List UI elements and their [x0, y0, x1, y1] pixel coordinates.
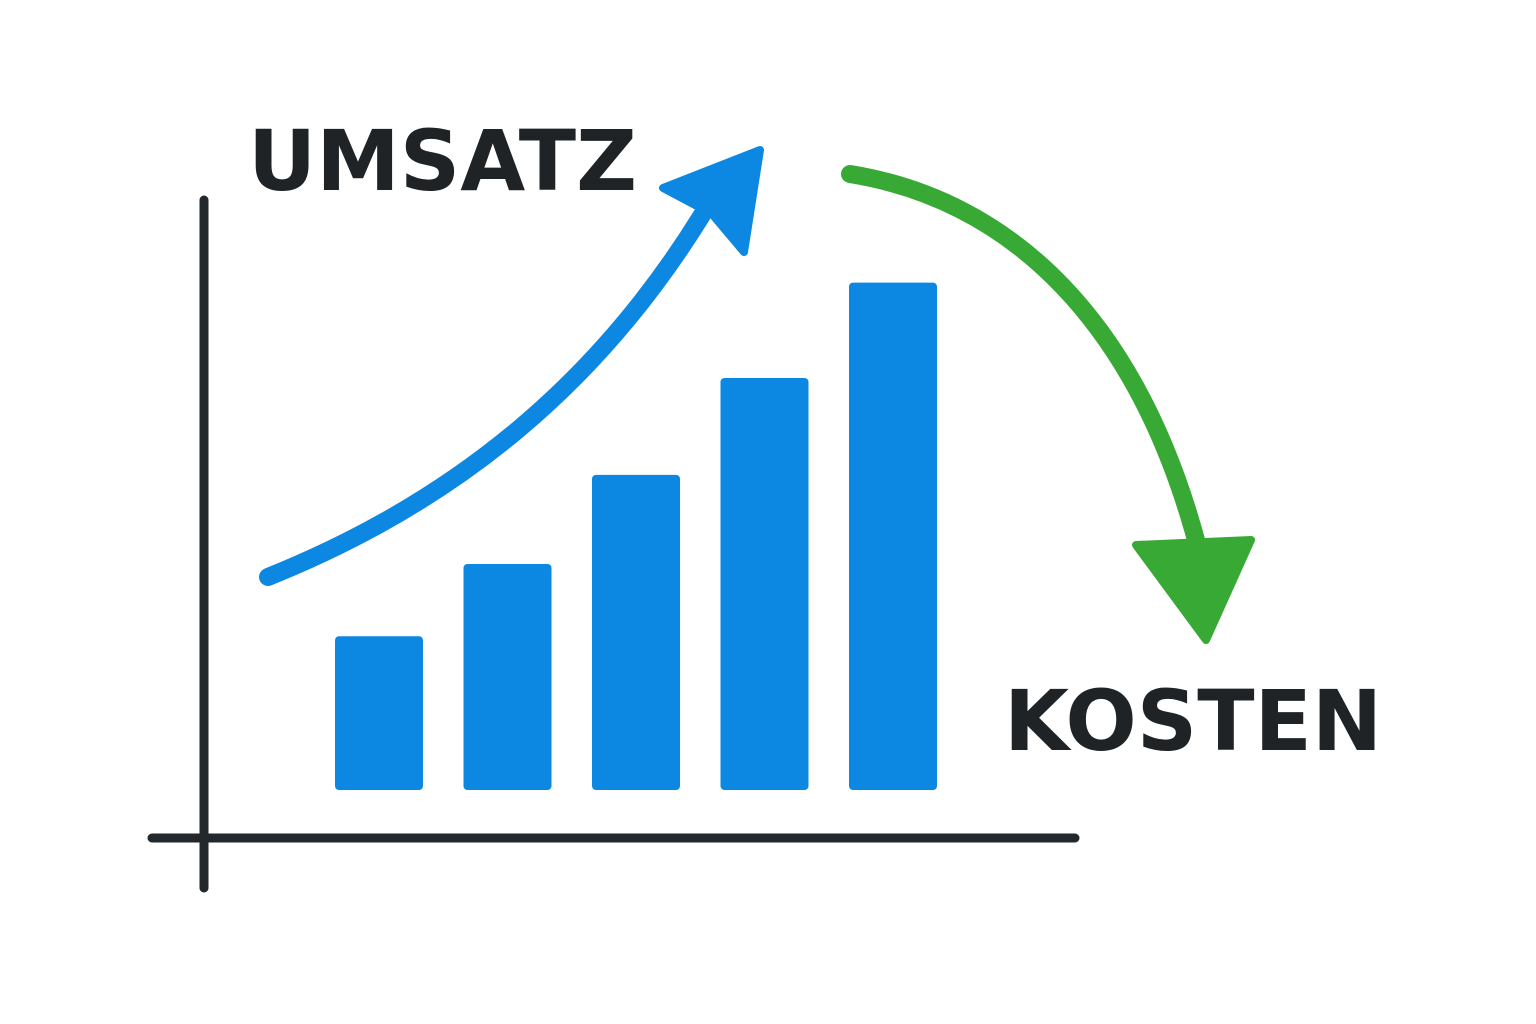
- bar-3: [592, 474, 680, 790]
- costs-arrow-shaft: [841, 165, 1209, 564]
- bar-4: [720, 377, 809, 790]
- revenue-trend-arrow: [259, 146, 764, 586]
- costs-arrow-head: [1132, 536, 1255, 644]
- revenue-label: UMSATZ: [248, 112, 637, 210]
- bar-5: [849, 282, 937, 790]
- bar-2: [463, 563, 552, 790]
- costs-label: KOSTEN: [1004, 672, 1382, 770]
- revenue-arrow-shaft: [259, 206, 711, 586]
- revenue-arrow-head: [659, 146, 764, 256]
- bar-series: [335, 282, 937, 790]
- costs-trend-arrow: [841, 165, 1255, 644]
- bar-1: [335, 636, 423, 790]
